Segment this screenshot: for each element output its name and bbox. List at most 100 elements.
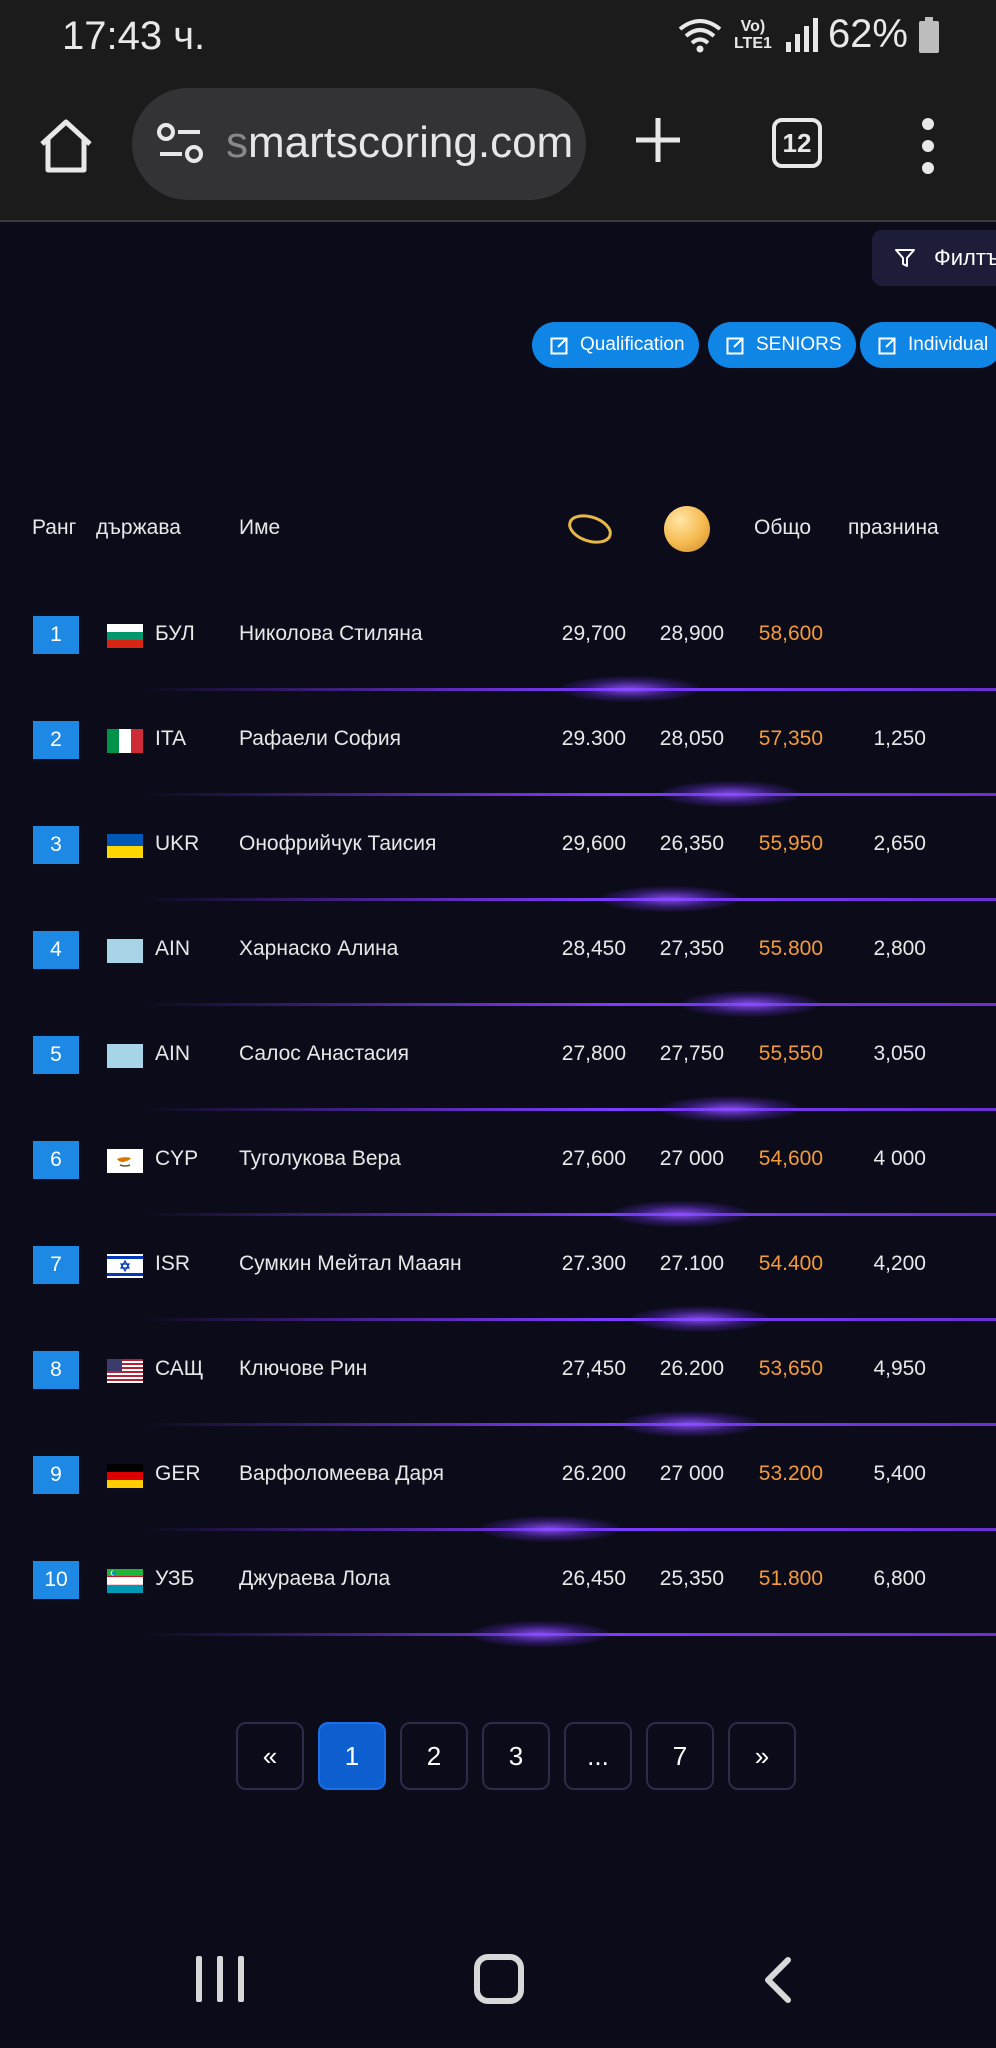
- battery-icon: [919, 16, 939, 53]
- flag-israel-icon: [107, 1254, 143, 1278]
- row-divider: [140, 1003, 996, 1006]
- hoop-score: 27.300: [561, 1252, 626, 1275]
- edit-icon: [550, 337, 568, 355]
- athlete-name[interactable]: Ключове Рин: [239, 1357, 368, 1380]
- header-country[interactable]: държава: [96, 516, 181, 539]
- row-glow: [630, 1306, 770, 1332]
- home-icon[interactable]: [36, 116, 96, 176]
- flag-cyprus-icon: [107, 1149, 143, 1173]
- table-row[interactable]: 2 ITA Рафаели София 29.300 28,050 57,350 1,250: [0, 701, 996, 807]
- athlete-name[interactable]: Онофрийчук Таисия: [239, 832, 437, 855]
- ball-score: 27 000: [659, 1462, 724, 1485]
- header-name[interactable]: Име: [239, 516, 281, 539]
- back-icon[interactable]: [762, 1956, 794, 2004]
- athlete-name[interactable]: Рафаели София: [239, 727, 401, 750]
- row-glow: [560, 676, 700, 702]
- table-row[interactable]: 5 AIN Салос Анастасия 27,800 27,750 55,550 3,0…: [0, 1016, 996, 1122]
- athlete-name[interactable]: Туголукова Вера: [239, 1147, 401, 1170]
- row-glow: [680, 991, 820, 1017]
- athlete-name[interactable]: Харнаско Алина: [239, 937, 399, 960]
- country-code: САЩ: [155, 1357, 204, 1380]
- gap-score: 1,250: [873, 727, 926, 750]
- country-code: УЗБ: [155, 1567, 195, 1590]
- hoop-score: 28,450: [561, 937, 626, 960]
- hoop-score: 27,600: [561, 1147, 626, 1170]
- tab-switcher-button[interactable]: 12: [772, 118, 822, 168]
- table-row[interactable]: 3 UKR Онофрийчук Таисия 29,600 26,350 55,950 2…: [0, 806, 996, 912]
- header-total[interactable]: Общо: [754, 516, 812, 539]
- total-score: 51.800: [758, 1567, 823, 1590]
- row-glow: [600, 886, 740, 912]
- home-nav-icon[interactable]: [474, 1954, 524, 2004]
- page-2-button[interactable]: 2: [400, 1722, 468, 1790]
- table-row[interactable]: 8 САЩ Ключове Рин 27,450 26.200 53,650 4,950: [0, 1331, 996, 1437]
- filter-button[interactable]: Филтъ: [872, 230, 996, 286]
- wifi-icon: [678, 18, 722, 52]
- gap-score: 2,800: [873, 937, 926, 960]
- table-row[interactable]: 6 CYP Туголукова Вера 27,600 27 000 54,600 4 0…: [0, 1121, 996, 1227]
- header-rank[interactable]: Ранг: [32, 516, 77, 539]
- row-glow: [660, 1096, 800, 1122]
- recent-apps-icon[interactable]: [196, 1956, 244, 2002]
- row-divider: [140, 1213, 996, 1216]
- flag-italy-icon: [107, 729, 143, 753]
- athlete-name[interactable]: Джураева Лола: [239, 1567, 391, 1590]
- athlete-name[interactable]: Николова Стиляна: [239, 622, 423, 645]
- flag-usa-icon: [107, 1359, 143, 1383]
- gap-score: 4,950: [873, 1357, 926, 1380]
- more-menu-icon[interactable]: [918, 118, 938, 174]
- table-row[interactable]: 9 GER Варфоломеева Даря 26.200 27 000 53.200 5…: [0, 1436, 996, 1542]
- gap-score: 3,050: [873, 1042, 926, 1065]
- ball-score: 28,050: [659, 727, 724, 750]
- flag-ukraine-icon: [107, 834, 143, 858]
- page-7-button[interactable]: 7: [646, 1722, 714, 1790]
- page-3-button[interactable]: 3: [482, 1722, 550, 1790]
- total-score: 53.200: [758, 1462, 823, 1485]
- rank-badge: 3: [33, 826, 79, 864]
- address-bar[interactable]: smartscoring.com: [132, 88, 586, 200]
- header-gap[interactable]: празнина: [848, 516, 939, 539]
- row-glow: [620, 1411, 760, 1437]
- ball-score: 27,350: [659, 937, 724, 960]
- athlete-name[interactable]: Варфоломеева Даря: [239, 1462, 444, 1485]
- hoop-score: 27,450: [561, 1357, 626, 1380]
- edit-icon: [878, 337, 896, 355]
- ball-score: 25,350: [659, 1567, 724, 1590]
- chip-individual[interactable]: Individual: [860, 322, 996, 368]
- table-row[interactable]: 1 БУЛ Николова Стиляна 29,700 28,900 58,600: [0, 596, 996, 702]
- row-glow: [470, 1621, 610, 1647]
- flag-ain-icon: [107, 939, 143, 963]
- rank-badge: 4: [33, 931, 79, 969]
- ball-score: 27.100: [659, 1252, 724, 1275]
- table-row[interactable]: 10 УЗБ Джураева Лола 26,450 25,350 51.800 6,80…: [0, 1541, 996, 1647]
- new-tab-icon[interactable]: [632, 114, 684, 166]
- country-code: БУЛ: [155, 622, 195, 645]
- table-row[interactable]: 7 ISR Сумкин Мейтал Мааян 27.300 27.100 54.40…: [0, 1226, 996, 1332]
- page-1-button[interactable]: 1: [318, 1722, 386, 1790]
- total-score: 55,550: [758, 1042, 823, 1065]
- gap-score: 5,400: [873, 1462, 926, 1485]
- site-settings-icon[interactable]: [156, 122, 204, 166]
- row-glow: [660, 781, 800, 807]
- athlete-name[interactable]: Сумкин Мейтал Мааян: [239, 1252, 462, 1275]
- hoop-score: 29,700: [561, 622, 626, 645]
- ball-icon[interactable]: [664, 506, 710, 552]
- url-text: smartscoring.com: [226, 118, 574, 167]
- athlete-name[interactable]: Салос Анастасия: [239, 1042, 410, 1065]
- chip-qualification[interactable]: Qualification: [532, 322, 699, 368]
- signal-icon: [785, 17, 818, 52]
- hoop-score: 26,450: [561, 1567, 626, 1590]
- filter-icon: [895, 249, 915, 267]
- country-code: GER: [155, 1462, 201, 1485]
- total-score: 54.400: [758, 1252, 823, 1275]
- page-last-button[interactable]: »: [728, 1722, 796, 1790]
- rank-badge: 2: [33, 721, 79, 759]
- page-first-button[interactable]: «: [236, 1722, 304, 1790]
- hoop-icon[interactable]: [566, 510, 614, 548]
- row-glow: [610, 1201, 750, 1227]
- country-code: UKR: [155, 832, 200, 855]
- edit-icon: [726, 337, 744, 355]
- chip-seniors[interactable]: SENIORS: [708, 322, 856, 368]
- system-nav-bar: [0, 1900, 996, 2048]
- table-row[interactable]: 4 AIN Харнаско Алина 28,450 27,350 55.800 2,80…: [0, 911, 996, 1017]
